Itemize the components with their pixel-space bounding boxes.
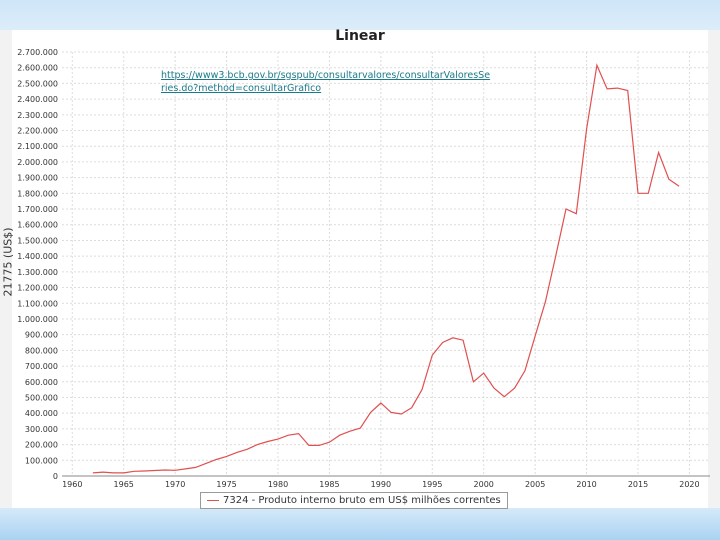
x-tick-label: 1980 <box>268 480 288 489</box>
y-tick-label: 2.000.000 <box>17 158 58 167</box>
y-tick-label: 2.400.000 <box>17 95 58 104</box>
y-tick-label: 2.300.000 <box>17 111 58 120</box>
y-tick-label: 300.000 <box>25 425 58 434</box>
y-tick-label: 1.000.000 <box>17 315 58 324</box>
x-tick-label: 2000 <box>474 480 494 489</box>
y-tick-label: 1.900.000 <box>17 174 58 183</box>
y-tick-label: 2.100.000 <box>17 142 58 151</box>
legend: 7324 - Produto interno bruto em US$ milh… <box>200 492 508 509</box>
y-tick-label: 200.000 <box>25 441 58 450</box>
x-tick-label: 2015 <box>628 480 648 489</box>
x-tick-label: 2010 <box>576 480 596 489</box>
y-tick-label: 1.300.000 <box>17 268 58 277</box>
y-tick-label: 1.600.000 <box>17 221 58 230</box>
y-tick-label: 500.000 <box>25 393 58 402</box>
y-tick-label: 2.700.000 <box>17 48 58 57</box>
y-tick-label: 2.500.000 <box>17 79 58 88</box>
chart-title: Linear <box>335 28 385 44</box>
grid <box>62 51 710 477</box>
y-tick-label: 900.000 <box>25 331 58 340</box>
y-tick-label: 100.000 <box>25 456 58 465</box>
y-tick-label: 1.700.000 <box>17 205 58 214</box>
x-tick-label: 1990 <box>371 480 391 489</box>
y-tick-label: 700.000 <box>25 362 58 371</box>
y-tick-label: 0 <box>53 472 58 481</box>
y-tick-label: 600.000 <box>25 378 58 387</box>
series-line <box>92 63 680 474</box>
legend-label: 7324 - Produto interno bruto em US$ milh… <box>223 495 501 506</box>
source-url-annotation[interactable]: https://www3.bcb.gov.br/sgspub/consultar… <box>161 70 491 94</box>
x-tick-labels: 1960 1965 1970 1975 1980 1985 1990 1995 2000 2005… <box>62 480 700 489</box>
y-tick-label: 1.500.000 <box>17 236 58 245</box>
y-tick-label: 1.400.000 <box>17 252 58 261</box>
y-tick-label: 1.200.000 <box>17 284 58 293</box>
y-tick-label: 1.100.000 <box>17 299 58 308</box>
legend-swatch <box>207 500 219 501</box>
y-tick-label: 800.000 <box>25 346 58 355</box>
y-tick-labels: 0 100.000 200.000 300.000 400.000 500.000 600.… <box>17 48 58 481</box>
right-border <box>708 30 720 508</box>
left-border <box>0 30 12 508</box>
x-tick-label: 1965 <box>114 480 134 489</box>
x-tick-label: 2005 <box>525 480 545 489</box>
x-tick-label: 1995 <box>422 480 442 489</box>
x-tick-label: 1975 <box>216 480 236 489</box>
x-tick-label: 1960 <box>62 480 82 489</box>
y-tick-label: 1.800.000 <box>17 189 58 198</box>
series-lines <box>92 63 680 474</box>
x-tick-label: 1970 <box>165 480 185 489</box>
y-tick-label: 2.200.000 <box>17 127 58 136</box>
y-tick-label: 400.000 <box>25 409 58 418</box>
y-tick-label: 2.600.000 <box>17 64 58 73</box>
x-tick-label: 2020 <box>679 480 699 489</box>
x-tick-label: 1985 <box>319 480 339 489</box>
